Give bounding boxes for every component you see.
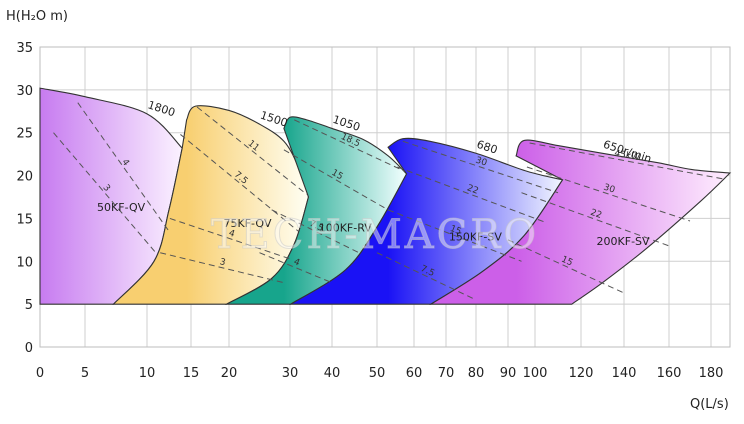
region-name-label: 200KF-SV [597, 235, 650, 248]
x-tick-label: 30 [282, 366, 299, 381]
power-line [376, 252, 477, 301]
x-tick-label: 5 [81, 366, 89, 381]
pump-regions [39, 87, 732, 305]
x-tick-label: 40 [324, 366, 341, 381]
y-tick-label: 15 [16, 212, 33, 227]
power-line [180, 134, 299, 232]
power-line [293, 119, 405, 172]
y-tick-label: 0 [25, 341, 33, 356]
y-axis-label: H(H₂O m) [6, 9, 68, 24]
power-line [169, 217, 293, 261]
x-tick-label: 160 [657, 366, 682, 381]
power-line [196, 106, 308, 195]
power-label: 22 [466, 183, 480, 196]
power-line [259, 252, 333, 284]
power-line [507, 239, 625, 294]
power-label: 4 [119, 158, 131, 169]
power-label: 4 [292, 257, 301, 269]
x-tick-label: 180 [699, 366, 724, 381]
power-label: 15 [560, 255, 575, 269]
power-label: 30 [602, 183, 616, 196]
power-line [526, 166, 691, 222]
power-line [387, 209, 522, 262]
power-label: 15 [330, 168, 345, 182]
y-tick-label: 35 [16, 41, 33, 56]
region-name-label: 50KF-QV [97, 201, 146, 214]
power-line [521, 192, 670, 247]
power-line [397, 166, 547, 224]
power-label: 22 [589, 208, 603, 221]
power-label: 30 [474, 156, 488, 169]
power-line [271, 209, 360, 254]
x-tick-label: 0 [36, 366, 44, 381]
power-label: 15 [448, 224, 462, 237]
y-tick-label: 20 [16, 170, 33, 185]
y-tick-label: 25 [16, 127, 33, 142]
power-line [53, 132, 157, 254]
x-tick-label: 60 [406, 366, 423, 381]
x-tick-label: 15 [183, 366, 200, 381]
power-line [283, 149, 389, 211]
x-tick-label: 70 [438, 366, 455, 381]
x-tick-label: 90 [500, 366, 517, 381]
x-tick-label: 50 [369, 366, 386, 381]
power-line [160, 252, 285, 284]
y-tick-label: 5 [25, 298, 33, 313]
power-line [402, 140, 559, 194]
power-lines [53, 102, 724, 301]
region-200kf-sv [429, 139, 732, 305]
speed-label: 680 [475, 138, 499, 157]
x-tick-label: 80 [468, 366, 485, 381]
x-tick-label: 100 [523, 366, 548, 381]
x-tick-label: 10 [139, 366, 156, 381]
x-tick-label: 140 [612, 366, 637, 381]
region-name-label: 150KF-SV [449, 231, 502, 244]
watermark-text: TECH-MACRO [211, 212, 539, 258]
axes: 0 5 10 15 20 25 30 35 0 5 10 15 20 30 40 50 60 70 80 90 100 1… [16, 41, 723, 381]
x-tick-label: 120 [569, 366, 594, 381]
power-label: 3 [219, 257, 227, 268]
power-label: 3 [101, 183, 112, 194]
power-line [77, 102, 170, 232]
power-line [529, 142, 724, 180]
x-axis-label: Q(L/s) [690, 397, 729, 412]
power-label: 4 [227, 228, 236, 239]
y-tick-label: 10 [16, 255, 33, 270]
power-label: 45kW [614, 149, 641, 164]
region-name-label: 100KF-RV [319, 221, 373, 234]
region-name-label: 75KF-QV [223, 217, 272, 230]
y-tick-label: 30 [16, 84, 33, 99]
chart-labels: 4350KF-QV1800117.54375KF-QV150018.5157.5… [97, 98, 653, 279]
x-tick-label: 20 [221, 366, 238, 381]
